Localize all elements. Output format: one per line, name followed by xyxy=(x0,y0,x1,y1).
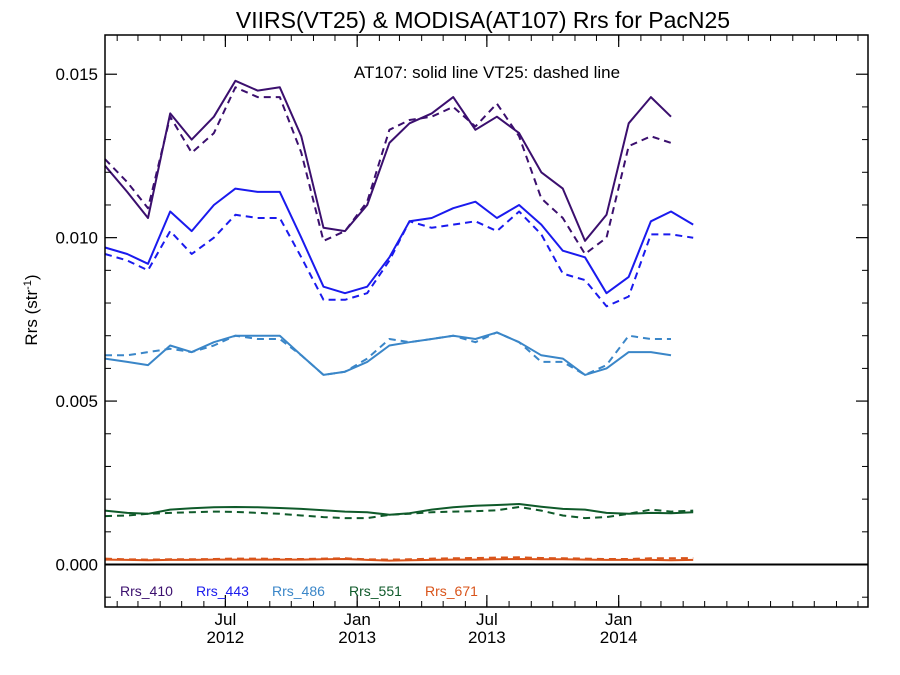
series-rrs_443-dashed-line xyxy=(104,210,694,308)
x-tick-label-month: Jan xyxy=(605,610,632,629)
x-tick-label-year: 2012 xyxy=(206,628,244,647)
x-tick-label-year: 2013 xyxy=(468,628,506,647)
series-rrs_410-solid-line xyxy=(104,79,672,242)
legend-item-rrs_410: Rrs_410 xyxy=(120,583,173,599)
series-rrs_671-dashed-line xyxy=(104,556,694,561)
line-style-annotation: AT107: solid line VT25: dashed line xyxy=(354,63,620,82)
x-tick-label-month: Jul xyxy=(476,610,498,629)
x-tick-label-month: Jul xyxy=(214,610,236,629)
chart-title: VIIRS(VT25) & MODISA(AT107) Rrs for PacN… xyxy=(236,7,730,33)
y-tick-label: 0.000 xyxy=(55,556,98,575)
y-axis-label-sup: -1 xyxy=(22,280,34,290)
legend-item-rrs_551: Rrs_551 xyxy=(349,583,402,599)
y-axis-label-main: Rrs (str xyxy=(22,290,41,346)
series-rrs_551-dashed-line xyxy=(104,506,694,520)
series-rrs_486-dashed-line xyxy=(105,331,671,376)
y-tick-label: 0.005 xyxy=(55,392,98,411)
legend-item-rrs_443: Rrs_443 xyxy=(196,583,249,599)
legend-item-rrs_486: Rrs_486 xyxy=(272,583,325,599)
series-rrs_486-solid-line xyxy=(104,331,672,376)
legend: Rrs_410 Rrs_443 Rrs_486 Rrs_551 Rrs_671 xyxy=(120,583,478,599)
legend-item-rrs_671: Rrs_671 xyxy=(425,583,478,599)
series-rrs_410-dashed-line xyxy=(104,86,672,255)
axes: 0.0000.0050.0100.015Jul2012Jan2013Jul201… xyxy=(55,34,869,647)
y-axis-label: Rrs (str-1) xyxy=(22,274,41,345)
x-tick-label-month: Jan xyxy=(343,610,370,629)
y-tick-label: 0.015 xyxy=(55,65,98,84)
y-tick-label: 0.010 xyxy=(55,229,98,248)
x-tick-label-year: 2014 xyxy=(600,628,638,647)
series-rrs_551-solid-line xyxy=(104,503,694,516)
plot-area xyxy=(104,79,868,566)
x-tick-label-year: 2013 xyxy=(338,628,376,647)
y-axis-label-close: ) xyxy=(22,274,41,280)
